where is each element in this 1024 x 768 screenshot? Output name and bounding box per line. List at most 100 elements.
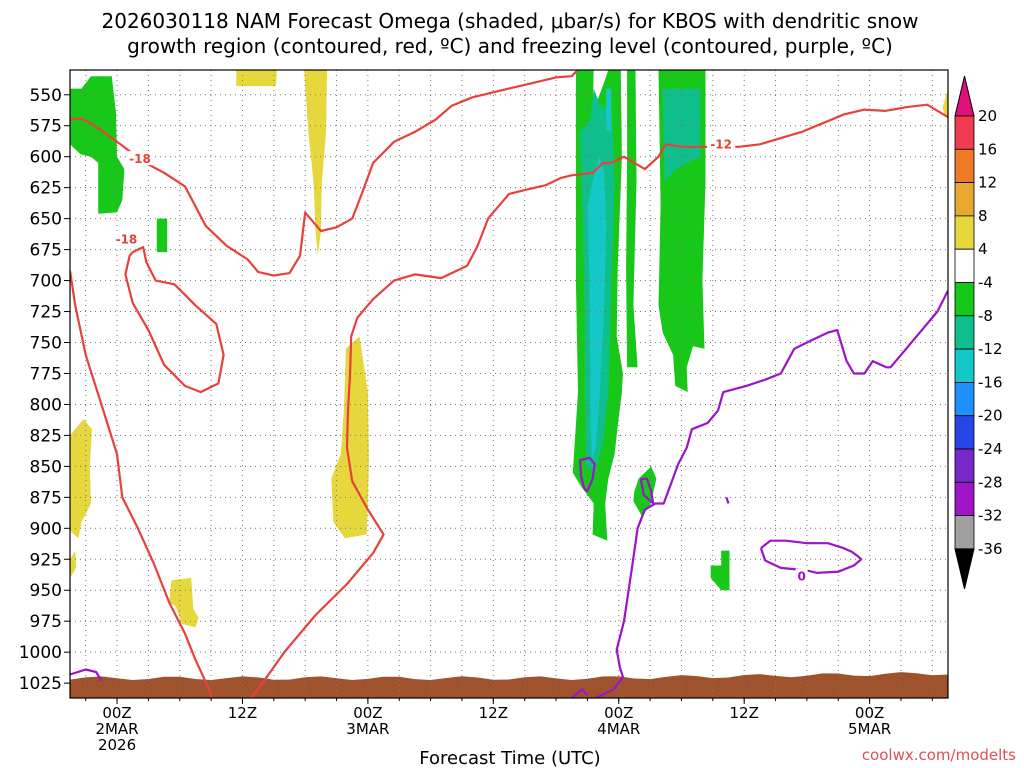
omega-positive-region-5	[331, 336, 369, 539]
credit-text: coolwx.com/modelts	[862, 746, 1016, 764]
freezing-contour-1	[570, 688, 589, 698]
terrain-layer	[70, 672, 948, 698]
colorbar-bin-6	[954, 315, 975, 350]
contour-label-3: 0	[797, 570, 805, 584]
colorbar-label-1: 16	[978, 140, 997, 158]
colorbar: 20 16 12 8 4 -4 -8 -12 -16 -20 -24 -28 -32 -36	[954, 75, 1003, 590]
freezing-contour-3	[595, 290, 948, 698]
contour-label-1: -18	[116, 233, 138, 247]
freezing-contour-0	[70, 668, 103, 682]
x-tick-label-72-1: 5MAR	[848, 720, 891, 738]
terrain-surface	[70, 672, 948, 698]
colorbar-bin-3	[954, 215, 975, 250]
colorbar-label-3: 8	[978, 207, 988, 225]
y-tick-label-1000: 1000	[19, 643, 62, 663]
y-tick-label-650: 650	[30, 210, 62, 230]
y-tick-label-625: 625	[30, 179, 62, 199]
colorbar-label-7: -12	[978, 340, 1003, 358]
contour-label-bg-2	[707, 136, 736, 151]
omega-negative-region-1	[156, 218, 168, 253]
omega-negative-region-3	[626, 70, 638, 368]
colorbar-bin-7	[954, 348, 975, 383]
colorbar-bin-9	[954, 415, 975, 450]
colorbar-bin-4	[954, 248, 975, 283]
x-tick-label-36-0: 12Z	[479, 704, 508, 722]
y-tick-label-850: 850	[30, 457, 62, 477]
x-tick-label-0-1: 2MAR	[95, 720, 138, 738]
colorbar-top-arrow	[954, 75, 975, 117]
freezing-contour-4	[639, 477, 655, 505]
x-axis-title: Forecast Time (UTC)	[419, 748, 600, 768]
plot-background	[70, 70, 948, 698]
colorbar-label-5: -4	[978, 274, 993, 292]
dendritic-contour-3	[249, 103, 948, 698]
colorbar-label-9: -20	[978, 407, 1003, 425]
contour-layer	[70, 70, 948, 698]
omega-positive-region-3	[70, 550, 77, 578]
y-tick-label-825: 825	[30, 426, 62, 446]
colorbar-bin-12	[954, 515, 975, 550]
x-tick-label-0-0: 00Z	[102, 704, 131, 722]
colorbar-bin-2	[954, 182, 975, 217]
colorbar-label-11: -28	[978, 473, 1003, 491]
freezing-contour-6	[759, 539, 863, 575]
omega-negative-region-6	[710, 550, 730, 591]
y-tick-label-700: 700	[30, 272, 62, 292]
colorbar-label-10: -24	[978, 440, 1003, 458]
x-tick-label-24-0: 00Z	[353, 704, 382, 722]
dendritic-contour-1	[70, 270, 214, 698]
omega-positive-region-1	[304, 70, 328, 256]
freezing-contour-2	[578, 456, 596, 493]
colorbar-bin-11	[954, 481, 975, 516]
y-tick-label-725: 725	[30, 303, 62, 323]
x-tick-label-12-0: 12Z	[228, 704, 257, 722]
x-tick-label-48-1: 4MAR	[597, 720, 640, 738]
x-tick-label-0-2: 2026	[98, 736, 136, 754]
colorbar-label-6: -8	[978, 307, 993, 325]
y-tick-label-975: 975	[30, 612, 62, 632]
x-tick-label-72-0: 00Z	[855, 704, 884, 722]
plot-frame	[69, 69, 949, 699]
colorbar-bottom-arrow	[954, 548, 975, 590]
y-tick-label-925: 925	[30, 550, 62, 570]
colorbar-bin-1	[954, 148, 975, 184]
x-tick-label-24-1: 3MAR	[346, 720, 389, 738]
contour-label-bg-3	[795, 568, 808, 583]
contour-label-2: -12	[710, 137, 732, 151]
colorbar-label-8: -16	[978, 373, 1003, 391]
contour-label-0: -18	[129, 152, 151, 166]
chart-title-line-2: growth region (contoured, red, ºC) and f…	[127, 34, 893, 58]
contour-label-bg-1	[112, 231, 141, 246]
y-tick-label-800: 800	[30, 395, 62, 415]
y-tick-label-750: 750	[30, 334, 62, 354]
colorbar-label-0: 20	[978, 107, 997, 125]
omega-positive-region-4	[169, 577, 199, 628]
contour-label-layer: -18 -18 -12 0	[112, 136, 808, 584]
colorbar-label-13: -36	[978, 540, 1003, 558]
dendritic-contour-0	[70, 70, 580, 277]
dendritic-contour-2	[124, 246, 225, 394]
omega-negative-region-9	[587, 156, 607, 461]
freezing-contour-5	[725, 496, 730, 504]
y-tick-label-875: 875	[30, 488, 62, 508]
chart-title-line-1: 2026030118 NAM Forecast Omega (shaded, μ…	[102, 9, 919, 33]
colorbar-label-12: -32	[978, 507, 1003, 525]
omega-negative-region-0	[70, 76, 125, 214]
y-tick-label-550: 550	[30, 86, 62, 106]
y-tick-label-575: 575	[30, 117, 62, 137]
y-tick-label-1025: 1025	[19, 674, 62, 694]
colorbar-bin-5	[954, 282, 975, 317]
x-tick-label-60-0: 12Z	[729, 704, 758, 722]
omega-negative-region-10	[606, 88, 612, 132]
y-axis-ticks: 550 575 600 625 650 675 700 725 750 775 800 825 850 8…	[19, 86, 70, 694]
omega-positive-region-2	[70, 419, 92, 539]
omega-positive-region-6	[942, 88, 948, 118]
colorbar-bin-8	[954, 381, 975, 417]
y-tick-label-900: 900	[30, 519, 62, 539]
colorbar-bin-0	[954, 115, 975, 150]
y-tick-label-775: 775	[30, 364, 62, 384]
x-tick-label-48-0: 00Z	[604, 704, 633, 722]
colorbar-label-2: 12	[978, 174, 997, 192]
omega-positive-region-0	[236, 70, 277, 87]
